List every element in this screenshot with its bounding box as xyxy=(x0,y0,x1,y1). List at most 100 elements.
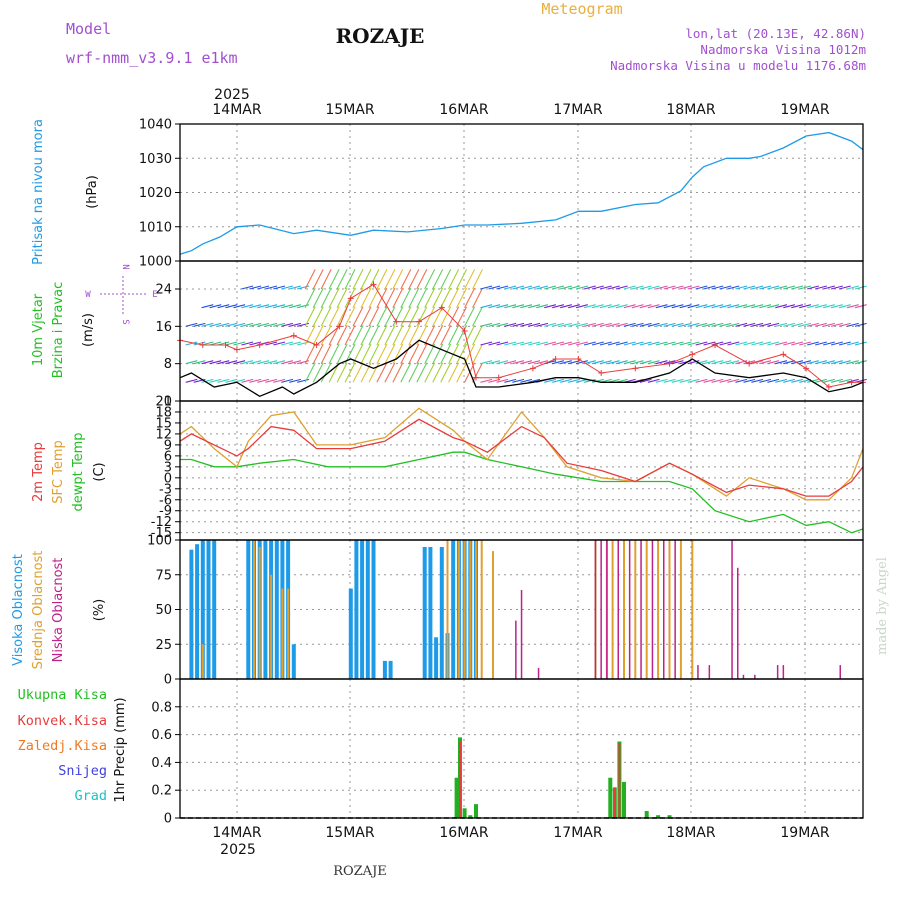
low-cloud-bar xyxy=(628,540,631,679)
wind-arrow xyxy=(464,269,476,290)
legend-frozen: Zaledj.Kisa xyxy=(18,738,107,754)
compass-n: N xyxy=(120,264,130,269)
total-precip-bar xyxy=(474,804,478,818)
wind-arrow xyxy=(257,378,270,383)
wind-arrow xyxy=(464,343,476,364)
wind-arrow xyxy=(233,322,246,327)
wind-arrow xyxy=(281,285,294,290)
wind-arrow xyxy=(568,360,580,365)
mid-cloud-bar xyxy=(253,540,255,679)
wind-arrow xyxy=(823,304,835,309)
gust-point xyxy=(848,379,855,386)
wind-arrow xyxy=(512,285,525,290)
wind-arrow xyxy=(440,362,452,383)
wind-arrow xyxy=(281,360,294,365)
wind-arrow xyxy=(201,360,214,365)
wind-arrow xyxy=(575,304,588,309)
wind-arrow xyxy=(384,325,396,346)
top-date-label: 19MAR xyxy=(780,102,829,118)
wind-arrow xyxy=(281,322,294,327)
wind-arrow xyxy=(807,304,819,309)
pressure-ytick-label: 1010 xyxy=(139,220,172,235)
wind-arrow xyxy=(376,269,388,290)
gust-point xyxy=(552,356,559,362)
wind-arrow xyxy=(615,304,628,309)
wind-arrow xyxy=(424,306,436,327)
wind-arrow xyxy=(400,362,412,383)
cloud-ytick-label: 50 xyxy=(155,603,172,618)
wind-arrow xyxy=(687,322,700,327)
wind-arrow xyxy=(838,378,851,383)
wind-arrow xyxy=(655,285,668,290)
wind-arrow xyxy=(384,362,396,383)
gust-point xyxy=(438,304,445,311)
wind-arrow xyxy=(360,306,372,327)
wind-arrow xyxy=(767,378,780,383)
wind-arrow xyxy=(336,343,348,364)
wind-arrow xyxy=(655,341,668,346)
temperature-ytick-label: -3 xyxy=(159,482,172,497)
wind-arrow xyxy=(759,341,772,346)
wind-arrow xyxy=(815,304,827,309)
wind-arrow xyxy=(392,325,404,346)
compass-e: E xyxy=(152,290,157,300)
wind-arrow xyxy=(185,378,198,383)
gust-point xyxy=(598,370,605,376)
wind-arrow xyxy=(233,304,246,309)
wind-arrow xyxy=(496,285,509,290)
wind-arrow xyxy=(799,360,812,365)
low-cloud-bar xyxy=(606,540,608,679)
wind-arrow xyxy=(679,285,692,290)
total-precip-bar xyxy=(468,815,473,818)
wind-arrow xyxy=(432,343,444,364)
low-cloud-bar xyxy=(674,540,676,679)
wind-arrow xyxy=(767,285,780,290)
pressure-ytick-label: 1020 xyxy=(139,186,172,201)
wind-arrow xyxy=(440,343,452,364)
wind-arrow xyxy=(209,360,222,365)
wind-arrow xyxy=(344,325,356,346)
wind-arrow xyxy=(289,378,302,383)
wind-ytick-label: 24 xyxy=(155,283,172,298)
wind-arrow xyxy=(830,304,843,309)
convective-precip-bar xyxy=(613,787,616,818)
wind-arrow xyxy=(679,304,692,309)
wind-arrow xyxy=(552,341,565,346)
pressure-ytick-label: 1030 xyxy=(139,152,172,167)
wind-arrow xyxy=(687,378,700,383)
precip-title: Ukupna Kisa Konvek.Kisa Zaledj.Kisa Snij… xyxy=(18,687,128,804)
low-cloud-bar xyxy=(617,540,619,679)
wind-arrow xyxy=(799,304,812,309)
legend-convective: Konvek.Kisa xyxy=(18,713,107,729)
wind-arrow xyxy=(799,285,812,290)
wind-arrow xyxy=(408,362,420,383)
wind-unit: (m/s) xyxy=(81,313,96,347)
low-cloud-bar xyxy=(731,540,733,679)
wind-arrow xyxy=(432,287,444,308)
wind-arrow xyxy=(639,304,652,309)
wind-arrow xyxy=(289,341,302,346)
wind-arrow xyxy=(320,325,332,346)
wind-arrow xyxy=(392,343,404,364)
wind-arrow xyxy=(615,322,628,327)
wind-arrow xyxy=(823,322,835,327)
wind-arrow xyxy=(727,285,740,290)
high-cloud-bar xyxy=(371,540,376,679)
top-date-label: 18MAR xyxy=(666,102,715,118)
wind-arrow xyxy=(472,343,483,364)
wind-arrow xyxy=(711,360,724,365)
wind-arrow xyxy=(607,322,620,327)
wind-arrow xyxy=(783,285,796,290)
mid-cloud-bar xyxy=(645,540,648,679)
wind-arrow xyxy=(846,304,859,309)
wind-arrow xyxy=(424,325,436,346)
wind-arrow xyxy=(225,322,238,327)
wind-arrow xyxy=(520,360,533,365)
wind-arrow xyxy=(544,285,557,290)
wind-arrow xyxy=(671,360,684,365)
temperature-ytick-label: 18 xyxy=(155,405,172,420)
wind-arrow xyxy=(687,304,700,309)
wind-arrow xyxy=(799,322,812,327)
total-precip-bar xyxy=(608,777,613,818)
